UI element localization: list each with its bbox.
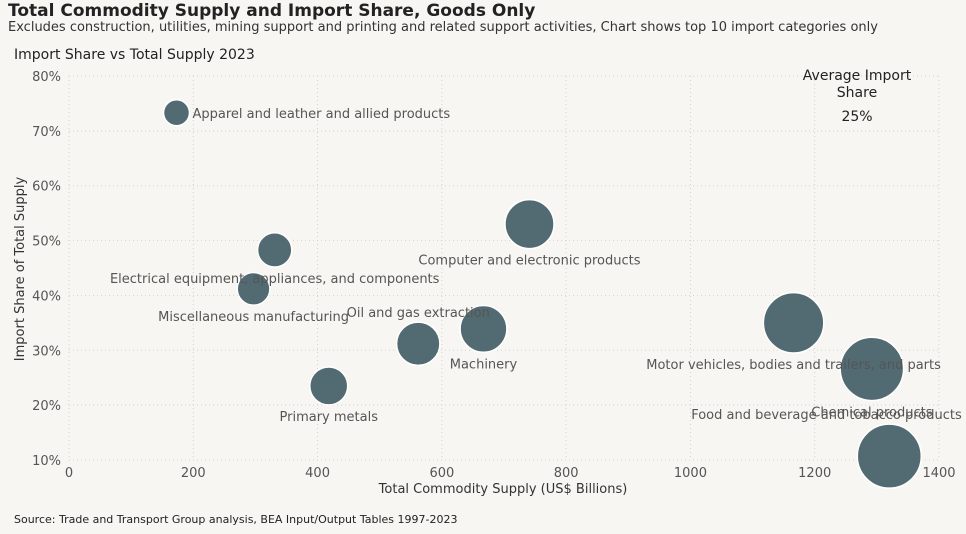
bubble-label: Oil and gas extraction <box>347 306 490 321</box>
y-tick-label: 60% <box>32 180 61 195</box>
bubble-label: Machinery <box>450 357 518 372</box>
chart-title: Import Share vs Total Supply 2023 <box>14 47 255 63</box>
y-tick-label: 40% <box>32 289 61 304</box>
bubble-point <box>504 198 555 250</box>
source-note: Source: Trade and Transport Group analys… <box>14 513 458 526</box>
bubble-label: Motor vehicles, bodies and trailers, and… <box>646 358 941 373</box>
bubble-label: Miscellaneous manufacturing <box>158 310 349 325</box>
bubble-point <box>309 366 349 406</box>
x-tick-label: 400 <box>305 466 330 481</box>
page-subtitle: Excludes construction, utilities, mining… <box>8 20 878 35</box>
bubble-point <box>236 271 271 306</box>
bubble-label: Computer and electronic products <box>418 254 640 269</box>
bubble-point <box>839 336 905 402</box>
y-tick-label: 50% <box>32 235 61 250</box>
bubble-point <box>856 423 923 489</box>
bubbles <box>162 99 923 489</box>
bubble-point <box>762 291 825 354</box>
bubble-label: Chemical products <box>811 406 932 421</box>
y-tick-label: 10% <box>32 454 61 469</box>
x-tick-label: 200 <box>181 466 206 481</box>
x-tick-label: 1400 <box>922 466 955 481</box>
x-tick-label: 1200 <box>798 466 831 481</box>
y-axis-label: Import Share of Total Supply <box>13 177 28 362</box>
bubble-label: Food and beverage and tobacco products <box>691 408 962 423</box>
y-tick-label: 80% <box>32 70 61 85</box>
y-tick-label: 30% <box>32 344 61 359</box>
x-tick-label: 600 <box>429 466 454 481</box>
average-import-share-value: 25% <box>841 109 873 125</box>
x-tick-label: 1000 <box>674 466 707 481</box>
page-title: Total Commodity Supply and Import Share,… <box>8 1 536 21</box>
x-tick-label: 0 <box>65 466 73 481</box>
y-axis-ticks: 10% 20% 30% 40% 50% 60% 70% 80% <box>32 70 61 469</box>
x-tick-label: 800 <box>554 466 579 481</box>
grid-lines <box>68 75 940 461</box>
y-tick-label: 70% <box>32 125 61 140</box>
y-tick-label: 20% <box>32 399 61 414</box>
x-axis-ticks: 0 200 400 600 800 1000 1200 1400 <box>65 466 956 481</box>
x-axis-label: Total Commodity Supply (US$ Billions) <box>378 482 628 497</box>
bubble-labels: Apparel and leather and allied products C… <box>110 107 962 425</box>
bubble-point <box>256 232 293 268</box>
bubble-label: Primary metals <box>280 410 379 425</box>
average-import-share-label: Average Import Share <box>802 68 912 101</box>
bubble-label: Electrical equipment, appliances, and co… <box>110 272 440 287</box>
bubble-point <box>162 99 191 127</box>
bubble-point <box>395 321 441 367</box>
bubble-point <box>459 304 508 354</box>
bubble-label: Apparel and leather and allied products <box>192 107 450 122</box>
